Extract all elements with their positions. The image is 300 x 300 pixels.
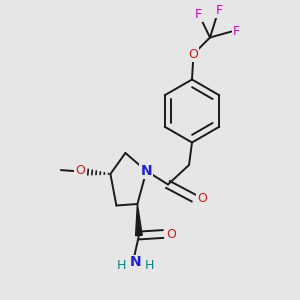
Text: O: O bbox=[189, 47, 198, 61]
Text: H: H bbox=[145, 259, 154, 272]
Text: F: F bbox=[232, 25, 240, 38]
Text: O: O bbox=[167, 227, 176, 241]
Text: O: O bbox=[197, 191, 207, 205]
Text: F: F bbox=[194, 8, 202, 21]
Text: F: F bbox=[215, 4, 223, 17]
Text: O: O bbox=[76, 164, 85, 177]
Text: N: N bbox=[141, 164, 152, 178]
Text: N: N bbox=[130, 256, 142, 269]
Polygon shape bbox=[136, 204, 142, 236]
Text: H: H bbox=[117, 259, 126, 272]
